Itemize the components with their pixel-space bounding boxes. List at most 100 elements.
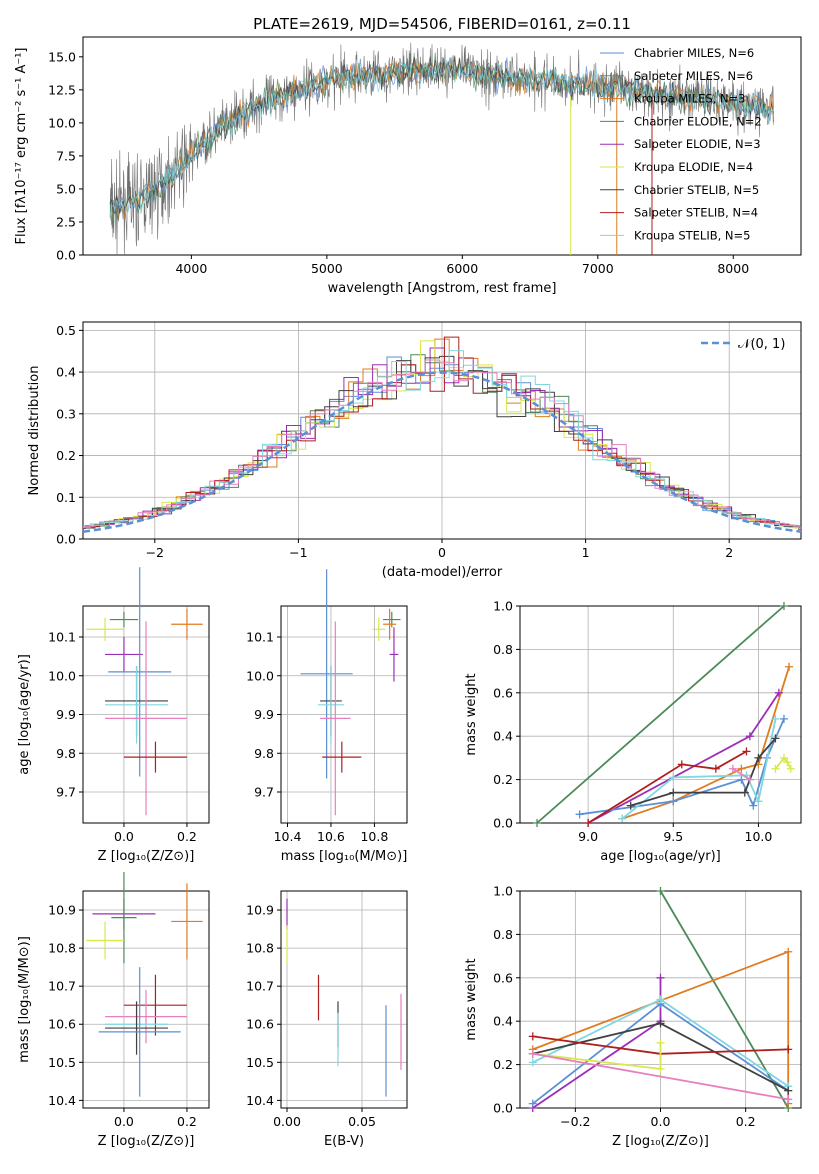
x-axis-label: (data-model)/error bbox=[382, 565, 503, 580]
y-tick-label: 9.8 bbox=[254, 746, 274, 761]
plot-frame bbox=[280, 890, 408, 1109]
weight-marker-kroupa_elodie bbox=[783, 758, 792, 767]
y-tick-label: 12.5 bbox=[48, 82, 76, 97]
weight-marker-kroupa_stelib bbox=[618, 814, 627, 823]
plot-frame bbox=[82, 36, 802, 256]
y-tick-label: 0.4 bbox=[493, 729, 513, 744]
x-axis-label: age [log₁₀(age/yr)] bbox=[600, 849, 721, 864]
y-tick-label: 0.6 bbox=[493, 685, 513, 700]
x-axis-label: wavelength [Angstrom, rest frame] bbox=[328, 281, 557, 296]
x-axis-label: Z [log₁₀(Z/Z⊙)] bbox=[98, 1134, 195, 1149]
weight-marker-pink bbox=[528, 1049, 537, 1058]
z-weight-plot: −0.2 0.0 0.2 0.0 0.2 0.4 0.6 0.8 1.0 Z [log₁₀(Z/Z… bbox=[464, 884, 802, 1149]
weight-line-chabrier_elodie bbox=[659, 890, 789, 1109]
weight-marker-chabrier_stelib bbox=[656, 1019, 665, 1028]
x-axis-label: Z [log₁₀(Z/Z⊙)] bbox=[612, 1134, 709, 1149]
z-age-plot: 0.0 0.2 9.7 9.8 9.9 10.0 10.1 Z [log₁₀(Z/Z⊙)] ag… bbox=[17, 567, 210, 864]
legend-label-salpeter_miles: Salpeter MILES, N=6 bbox=[634, 69, 753, 83]
y-tick-label: 0.0 bbox=[56, 532, 76, 547]
weight-marker-chabrier_miles bbox=[575, 810, 584, 819]
x-tick-label: −1 bbox=[289, 545, 307, 560]
weight-marker-chabrier_stelib bbox=[740, 788, 749, 797]
plot-frame bbox=[519, 605, 802, 824]
plot-frame bbox=[82, 890, 210, 1109]
spectrum-plot: 4000 5000 6000 7000 8000 0.0 2.5 5.0 7.5 10.0 12.5… bbox=[14, 36, 802, 296]
y-tick-label: 0.4 bbox=[56, 365, 76, 380]
y-tick-label: 10.9 bbox=[48, 903, 76, 918]
y-tick-label: 5.0 bbox=[56, 181, 76, 196]
weight-marker-salpeter_stelib bbox=[584, 819, 593, 827]
spectrum-title: PLATE=2619, MJD=54506, FIBERID=0161, z=0… bbox=[253, 15, 631, 33]
z-mass-plot: 0.0 0.2 10.4 10.5 10.6 10.7 10.8 10.9 Z [log₁₀(Z… bbox=[17, 871, 210, 1149]
y-tick-label: 0.6 bbox=[493, 970, 513, 985]
weight-line-chabrier_stelib bbox=[630, 737, 777, 807]
x-tick-label: −0.2 bbox=[560, 1114, 590, 1129]
y-tick-label: 0.0 bbox=[493, 1101, 513, 1116]
weight-marker-kroupa_elodie bbox=[786, 764, 795, 773]
legend-label-chabrier_elodie: Chabrier ELODIE, N=2 bbox=[634, 114, 762, 128]
weight-marker-kroupa_miles bbox=[737, 764, 746, 773]
weight-marker-chabrier_stelib bbox=[626, 801, 635, 810]
residual-histogram: −2 −1 0 1 2 0.0 0.1 0.2 0.3 0.4 0.5 (data-model)/er… bbox=[27, 321, 802, 580]
x-tick-label: 9.5 bbox=[663, 829, 683, 844]
x-tick-label: 10.6 bbox=[317, 829, 345, 844]
y-tick-label: 10.8 bbox=[48, 941, 76, 956]
x-tick-label: 5000 bbox=[311, 261, 343, 276]
x-axis-label: E(B-V) bbox=[324, 1134, 364, 1149]
histogram-kroupa_elodie bbox=[83, 340, 801, 529]
x-tick-label: 0.00 bbox=[273, 1114, 301, 1129]
y-tick-label: 0.0 bbox=[493, 816, 513, 831]
weight-line-kroupa_miles bbox=[621, 666, 790, 820]
weight-marker-kroupa_stelib bbox=[528, 1058, 537, 1067]
y-axis-label: age [log₁₀(age/yr)] bbox=[17, 654, 32, 775]
weight-marker-kroupa_stelib bbox=[656, 995, 665, 1004]
y-tick-label: 10.4 bbox=[246, 1093, 274, 1108]
x-tick-label: 7000 bbox=[582, 261, 614, 276]
weight-marker-chabrier_stelib bbox=[669, 788, 678, 797]
mass-age-plot: 10.4 10.6 10.8 9.7 9.8 9.9 10.0 10.1 mass [log₁₀… bbox=[246, 569, 408, 864]
x-tick-label: 0.2 bbox=[177, 1114, 197, 1129]
weight-marker-chabrier_elodie bbox=[533, 819, 542, 827]
plot-frame bbox=[280, 605, 408, 824]
weight-marker-salpeter_elodie bbox=[656, 973, 665, 982]
x-tick-label: 0.0 bbox=[651, 1114, 671, 1129]
y-tick-label: 0.8 bbox=[493, 927, 513, 942]
y-tick-label: 1.0 bbox=[493, 599, 513, 614]
y-tick-label: 10.9 bbox=[246, 903, 274, 918]
weight-marker-salpeter_stelib bbox=[528, 1032, 537, 1041]
weight-line-pink bbox=[732, 768, 751, 781]
legend-label-kroupa_miles: Kroupa MILES, N=3 bbox=[634, 92, 746, 106]
weight-marker-salpeter_elodie bbox=[774, 688, 783, 697]
weight-marker-kroupa_miles bbox=[785, 662, 794, 671]
y-tick-label: 0.2 bbox=[56, 448, 76, 463]
y-tick-label: 9.7 bbox=[254, 785, 274, 800]
legend-label-salpeter_elodie: Salpeter ELODIE, N=3 bbox=[634, 137, 761, 151]
weight-marker-chabrier_miles bbox=[779, 714, 788, 723]
weight-marker-kroupa_elodie bbox=[771, 764, 780, 773]
y-tick-label: 0.2 bbox=[493, 1057, 513, 1072]
y-tick-label: 10.0 bbox=[48, 668, 76, 683]
x-tick-label: 0.0 bbox=[114, 829, 134, 844]
weight-marker-chabrier_stelib bbox=[784, 1086, 793, 1095]
y-tick-label: 10.6 bbox=[48, 1017, 76, 1032]
weight-marker-chabrier_miles bbox=[737, 775, 746, 784]
y-axis-label: Flux [fλ10⁻¹⁷ erg cm⁻² s⁻¹ A⁻¹] bbox=[14, 48, 29, 245]
weight-marker-salpeter_stelib bbox=[711, 764, 720, 773]
weight-marker-kroupa_elodie bbox=[779, 753, 788, 762]
y-tick-label: 2.5 bbox=[56, 214, 76, 229]
y-tick-label: 10.6 bbox=[246, 1017, 274, 1032]
y-tick-label: 0.5 bbox=[56, 323, 76, 338]
x-tick-label: 10.4 bbox=[274, 829, 302, 844]
legend-label-chabrier_stelib: Chabrier STELIB, N=5 bbox=[634, 183, 759, 197]
y-tick-label: 0.4 bbox=[493, 1014, 513, 1029]
legend-label-normal: 𝒩(0, 1) bbox=[738, 337, 785, 352]
weight-marker-kroupa_miles bbox=[784, 947, 793, 956]
model-spectrum-chabrier_stelib bbox=[109, 55, 774, 215]
legend-label-kroupa_stelib: Kroupa STELIB, N=5 bbox=[634, 228, 751, 242]
weight-line-chabrier_elodie bbox=[536, 605, 785, 824]
legend-label-chabrier_miles: Chabrier MILES, N=6 bbox=[634, 46, 754, 60]
y-tick-label: 7.5 bbox=[56, 148, 76, 163]
histogram-salpeter_stelib bbox=[83, 336, 801, 529]
weight-marker-chabrier_stelib bbox=[771, 734, 780, 743]
y-tick-label: 10.5 bbox=[246, 1055, 274, 1070]
